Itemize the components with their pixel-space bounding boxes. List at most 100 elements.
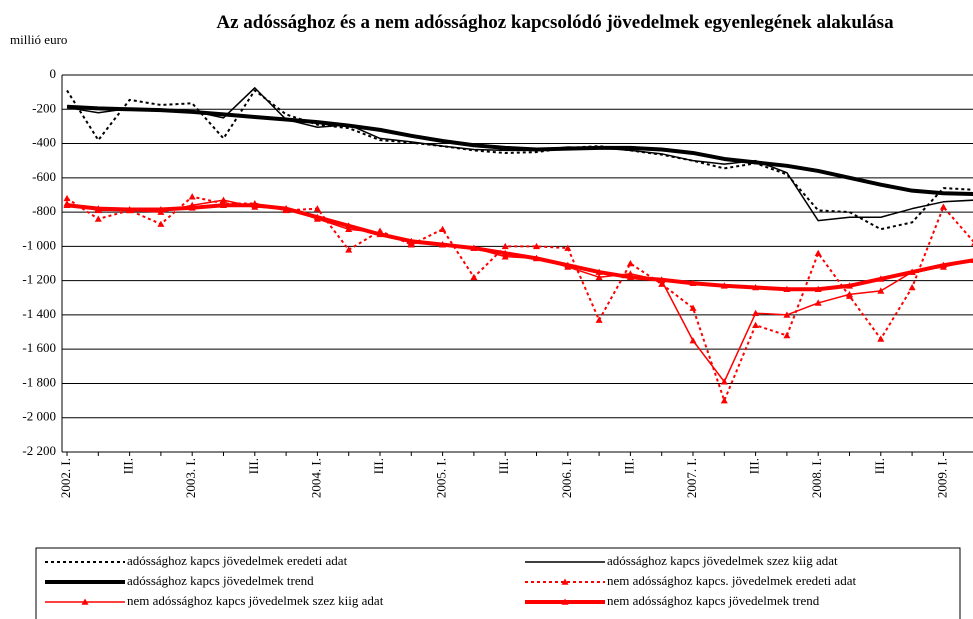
y-tick-label: 0	[50, 66, 57, 81]
y-tick-label: -800	[32, 203, 56, 218]
x-tick-label: III.	[371, 458, 386, 474]
data-point	[63, 194, 71, 202]
data-point	[157, 206, 165, 213]
x-tick-label: 2003. I.	[183, 458, 198, 498]
y-tick-label: -2 000	[22, 409, 56, 424]
y-tick-label: -600	[32, 169, 56, 184]
data-point	[188, 204, 196, 211]
data-point	[752, 309, 760, 316]
series-line	[66, 195, 973, 402]
y-tick-label: -1 200	[22, 272, 56, 287]
x-tick-label: III.	[747, 458, 762, 474]
legend-label: adóssághoz kapcs jövedelmek trend	[127, 573, 314, 588]
x-tick-label: 2004. I.	[308, 458, 323, 498]
x-tick-label: III.	[496, 458, 511, 474]
data-point	[689, 279, 697, 287]
x-tick-label: 2007. I.	[684, 458, 699, 498]
legend-label: nem adóssághoz kapcs. jövedelmek eredeti…	[607, 573, 856, 588]
data-point	[877, 275, 885, 282]
data-point	[626, 273, 634, 281]
data-point	[752, 321, 760, 328]
legend-box	[35, 547, 961, 619]
y-tick-label: -1 800	[22, 374, 56, 389]
data-point	[126, 206, 134, 213]
data-point	[376, 230, 384, 238]
data-point	[783, 331, 791, 339]
data-point	[157, 220, 165, 227]
series-line	[66, 203, 973, 292]
data-point	[564, 261, 572, 269]
data-point	[251, 201, 259, 209]
data-point	[439, 225, 447, 233]
data-point	[626, 260, 634, 267]
data-point	[846, 282, 853, 289]
data-point	[564, 244, 572, 251]
data-point	[783, 311, 791, 318]
data-point	[313, 205, 321, 212]
data-point	[345, 222, 353, 229]
legend-label: nem adóssághoz kapcs jövedelmek szez kii…	[127, 593, 384, 608]
data-point	[877, 335, 885, 342]
series-line	[66, 87, 973, 222]
x-tick-label: 2002. I.	[58, 458, 73, 498]
data-point	[220, 201, 227, 209]
data-point	[814, 249, 822, 257]
legend-label: nem adóssághoz kapcs jövedelmek trend	[607, 593, 820, 608]
x-tick-label: 2006. I.	[559, 458, 574, 498]
data-point	[345, 246, 353, 253]
y-axis-label: millió euro	[10, 32, 68, 47]
data-point	[533, 242, 540, 250]
data-point	[94, 205, 102, 212]
x-tick-label: III.	[872, 458, 887, 474]
y-tick-label: -2 200	[22, 443, 56, 458]
legend-label: adóssághoz kapcs jövedelmek szez kiig ad…	[607, 553, 838, 568]
data-point	[501, 242, 509, 250]
x-tick-label: III.	[621, 458, 636, 474]
data-point	[908, 268, 916, 275]
data-point	[595, 316, 603, 323]
x-tick-label: III.	[121, 458, 136, 474]
data-point	[407, 237, 415, 245]
series-line	[66, 89, 973, 231]
legend-marker	[561, 598, 569, 605]
data-point	[783, 285, 791, 293]
data-point	[470, 244, 478, 251]
x-tick-label: 2005. I.	[434, 458, 449, 498]
data-point	[470, 273, 478, 281]
series-line	[66, 199, 973, 383]
data-point	[939, 203, 947, 210]
y-tick-label: -1 600	[22, 340, 56, 355]
data-point	[689, 337, 697, 344]
data-point	[814, 299, 822, 306]
data-point	[689, 304, 697, 311]
data-point	[345, 225, 353, 233]
data-point	[658, 276, 666, 283]
data-point	[595, 273, 603, 281]
data-point	[752, 283, 760, 291]
data-point	[220, 196, 227, 203]
x-tick-label: 2008. I.	[809, 458, 824, 498]
data-point	[94, 215, 102, 222]
data-point	[908, 283, 916, 291]
data-point	[720, 282, 728, 289]
x-tick-label: III.	[246, 458, 261, 474]
legend-marker	[561, 578, 569, 585]
data-point	[720, 397, 728, 404]
legend-label: adóssághoz kapcs jövedelmek eredeti adat	[127, 553, 348, 568]
y-tick-label: -1 400	[22, 306, 56, 321]
data-point	[720, 378, 728, 385]
series-line	[66, 104, 973, 197]
data-point	[501, 249, 509, 257]
data-point	[501, 253, 509, 260]
data-point	[846, 290, 853, 298]
data-point	[439, 241, 447, 248]
y-tick-label: -1 000	[22, 237, 56, 252]
data-point	[63, 201, 71, 209]
data-point	[282, 205, 290, 212]
data-point	[533, 254, 540, 262]
data-point	[595, 268, 603, 275]
data-point	[313, 213, 321, 221]
legend-marker	[81, 598, 89, 605]
data-point	[188, 193, 196, 200]
